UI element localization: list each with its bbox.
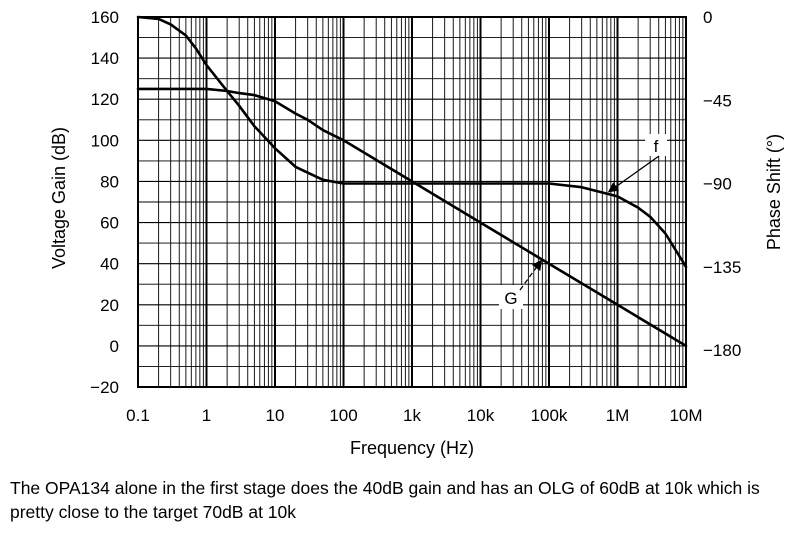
annotation-g-label: G (504, 289, 517, 308)
y2-axis-title: Phase Shift (°) (764, 134, 784, 250)
y2-tick-label: −45 (703, 91, 732, 110)
annotation-g-leader (519, 259, 543, 291)
x-tick-label: 100 (329, 406, 357, 425)
y2-tick-label: −135 (703, 258, 741, 277)
y2-tick-label: −90 (703, 175, 732, 194)
y-tick-label: 160 (91, 8, 119, 27)
y-tick-label: 40 (100, 255, 119, 274)
curve-g (136, 87, 688, 348)
annotation-f-background (645, 134, 667, 156)
bode-plot: fG 0.1 1 10 100 1k 10k 100k 1M 10M 1601401201008… (49, 8, 784, 458)
y-tick-label: 20 (100, 296, 119, 315)
curve-annotations: fG (499, 134, 667, 309)
y-tick-labels: 160 140 120 100 80 60 40 20 0 −20 (90, 8, 119, 397)
y-tick-label: 100 (91, 131, 119, 150)
y-tick-label: 0 (110, 337, 119, 356)
y2-tick-label: 0 (703, 8, 712, 27)
y2-tick-labels: 0 −45 −90 −135 −180 (703, 8, 741, 360)
y-tick-label: 60 (100, 214, 119, 233)
curve-f (136, 15, 688, 269)
y-tick-label: 80 (100, 172, 119, 191)
caption-text: The OPA134 alone in the first stage does… (10, 478, 760, 522)
y-tick-label: 140 (91, 49, 119, 68)
y2-tick-label: −180 (703, 341, 741, 360)
annotation-g-background (499, 285, 523, 309)
y-tick-label: 120 (91, 90, 119, 109)
x-tick-label: 100k (531, 406, 568, 425)
x-tick-label: 10k (467, 406, 495, 425)
minor-grid (138, 17, 686, 387)
x-tick-label: 10M (669, 406, 702, 425)
annotation-f-leader (607, 155, 660, 193)
x-tick-label: 0.1 (126, 406, 150, 425)
x-tick-label: 10 (266, 406, 285, 425)
annotation-f-label: f (654, 137, 659, 156)
y-axis-title: Voltage Gain (dB) (49, 127, 69, 269)
x-tick-label: 1M (606, 406, 630, 425)
plot-area-border (137, 16, 687, 388)
x-tick-label: 1 (202, 406, 211, 425)
data-curves (136, 15, 688, 348)
x-tick-label: 1k (403, 406, 421, 425)
x-tick-labels: 0.1 1 10 100 1k 10k 100k 1M 10M (126, 406, 702, 425)
y-tick-label: −20 (90, 378, 119, 397)
x-axis-title: Frequency (Hz) (350, 438, 474, 458)
